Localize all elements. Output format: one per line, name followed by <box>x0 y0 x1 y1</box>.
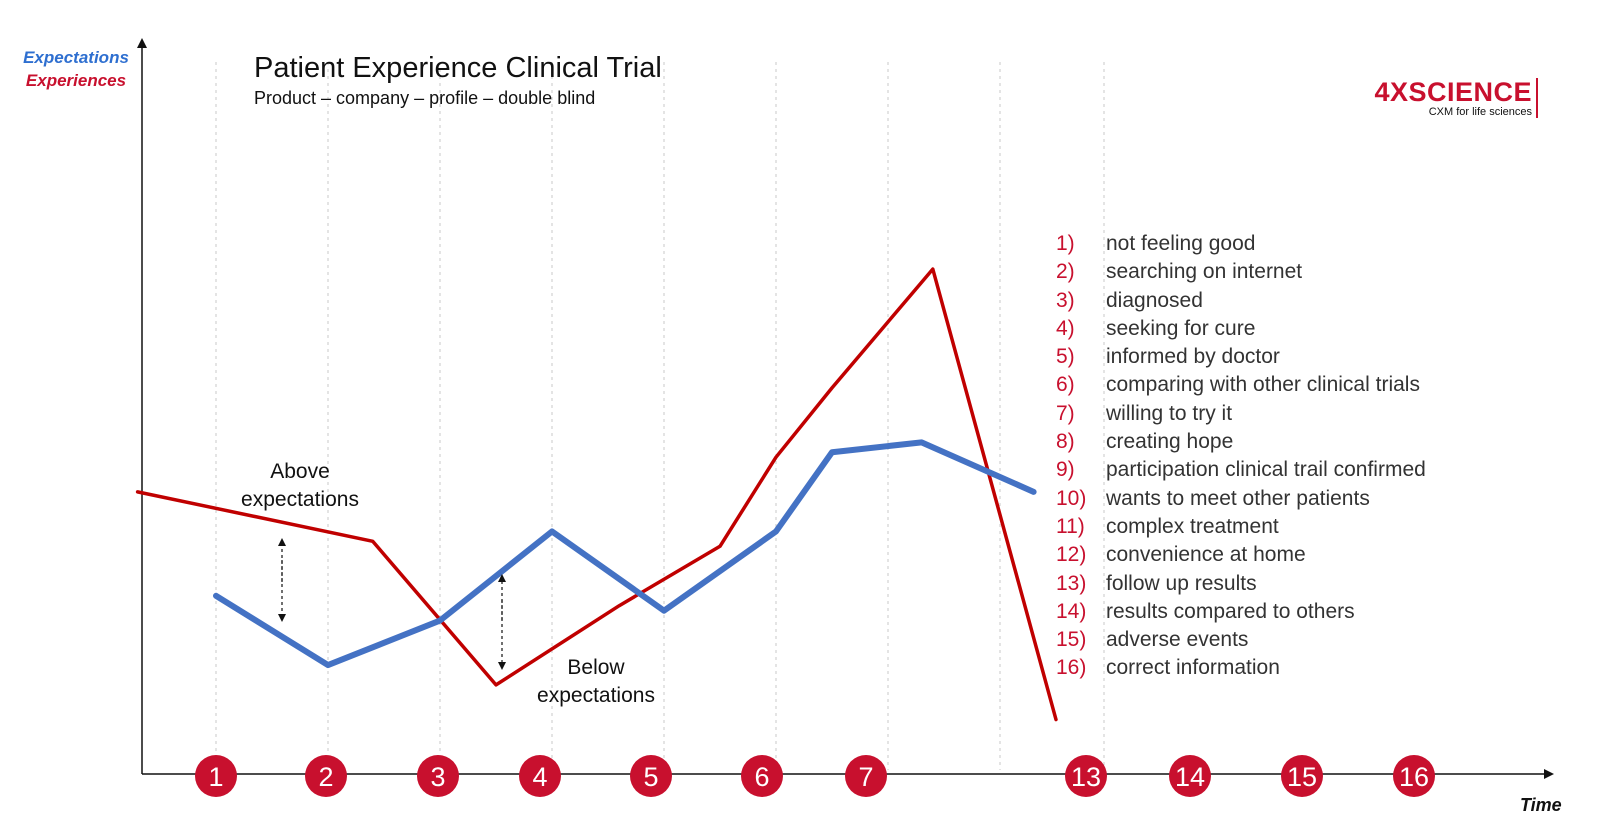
legend-item: 5) informed by doctor <box>1056 343 1426 371</box>
legend-item-text: correct information <box>1106 656 1280 680</box>
stage-marker-label: 14 <box>1175 762 1205 792</box>
legend-item-number: 2) <box>1056 260 1075 284</box>
legend-item-text: follow up results <box>1106 571 1257 595</box>
stage-marker: 7 <box>845 755 887 797</box>
stage-marker-circle <box>195 755 237 797</box>
y-axis-label-experiences: Experiences <box>25 71 127 90</box>
legend-item-text: adverse events <box>1106 628 1249 652</box>
stage-marker: 5 <box>630 755 672 797</box>
stage-marker-label: 1 <box>208 762 223 792</box>
logo: 4XSCIENCE CXM for life sciences <box>1346 78 1538 118</box>
legend-item-text: wants to meet other patients <box>1106 486 1370 510</box>
legend-item: 13) follow up results <box>1056 570 1426 598</box>
stage-marker: 1 <box>195 755 237 797</box>
stage-marker-circle <box>1393 755 1435 797</box>
series-lines <box>135 267 1058 722</box>
stage-marker: 2 <box>305 755 347 797</box>
legend-item-text: diagnosed <box>1106 288 1203 312</box>
stage-marker-circle <box>305 755 347 797</box>
x-stage-markers: 1 2 3 4 5 6 7 13 14 15 16 <box>195 755 1435 797</box>
y-axis-label-expectations: Expectations <box>23 48 129 67</box>
grid-lines <box>215 62 1105 770</box>
legend-item-text: informed by doctor <box>1106 345 1280 369</box>
stage-marker-label: 5 <box>643 762 658 792</box>
stage-marker: 4 <box>519 755 561 797</box>
stage-marker: 6 <box>741 755 783 797</box>
series-line-expectations <box>213 439 1037 669</box>
legend-item: 8) creating hope <box>1056 428 1426 456</box>
annotation-above-expectations: Above expectations <box>241 460 359 511</box>
legend-item-number: 12) <box>1056 543 1087 567</box>
stage-marker-label: 7 <box>858 762 873 792</box>
legend-item-text: complex treatment <box>1106 514 1279 538</box>
legend-item-text: results compared to others <box>1106 599 1355 623</box>
stage-marker-circle <box>845 755 887 797</box>
legend-item-text: creating hope <box>1106 430 1234 454</box>
logo-tagline: CXM for life sciences <box>1428 106 1532 118</box>
stage-marker-circle <box>1281 755 1323 797</box>
legend-item-number: 13) <box>1056 571 1087 595</box>
stage-marker-label: 4 <box>532 762 547 792</box>
stage-marker: 3 <box>417 755 459 797</box>
legend-item: 1) not feeling good <box>1056 230 1426 258</box>
legend-item-text: willing to try it <box>1106 401 1233 425</box>
legend-item-number: 15) <box>1056 628 1087 652</box>
legend-item: 12) convenience at home <box>1056 541 1426 569</box>
legend-item-text: participation clinical trail confirmed <box>1106 458 1426 482</box>
legend-item-number: 5) <box>1056 345 1075 369</box>
stage-marker-circle <box>1169 755 1211 797</box>
chart-title: Patient Experience Clinical Trial <box>254 52 662 84</box>
stage-marker-label: 3 <box>430 762 445 792</box>
legend-item-number: 16) <box>1056 656 1087 680</box>
legend-item-number: 1) <box>1056 232 1075 255</box>
stage-marker-label: 16 <box>1399 762 1429 792</box>
legend-item-text: not feeling good <box>1106 232 1256 255</box>
legend-item: 10) wants to meet other patients <box>1056 485 1426 513</box>
stage-marker-circle <box>417 755 459 797</box>
legend-item: 9) participation clinical trail confirmed <box>1056 456 1426 484</box>
stage-marker-label: 13 <box>1071 762 1101 792</box>
legend-item-text: comparing with other clinical trials <box>1106 373 1420 397</box>
legend-item: 3) diagnosed <box>1056 287 1426 315</box>
legend-item-number: 11) <box>1056 514 1085 538</box>
annotation-below-expectations: Below expectations <box>537 656 655 707</box>
stage-marker: 15 <box>1281 755 1323 797</box>
legend-item-number: 6) <box>1056 373 1075 397</box>
legend-item: 14) results compared to others <box>1056 598 1426 626</box>
legend-item-text: searching on internet <box>1106 260 1303 284</box>
stage-marker-circle <box>630 755 672 797</box>
legend-item: 16) correct information <box>1056 654 1426 682</box>
legend-item-number: 8) <box>1056 430 1075 454</box>
logo-name: 4XSCIENCE <box>1374 77 1532 107</box>
stage-marker-circle <box>741 755 783 797</box>
legend-item-number: 10) <box>1056 486 1087 510</box>
stage-legend: 1) not feeling good 2) searching on interne… <box>1056 230 1426 683</box>
legend-item-number: 3) <box>1056 288 1075 312</box>
stage-marker: 14 <box>1169 755 1211 797</box>
stage-marker: 13 <box>1065 755 1107 797</box>
legend-item: 15) adverse events <box>1056 626 1426 654</box>
stage-marker: 16 <box>1393 755 1435 797</box>
series-line-experiences <box>135 267 1058 722</box>
legend-item: 2) searching on internet <box>1056 258 1426 286</box>
stage-marker-label: 2 <box>318 762 333 792</box>
legend-item-number: 9) <box>1056 458 1075 482</box>
legend-item-number: 14) <box>1056 599 1087 623</box>
stage-marker-label: 15 <box>1287 762 1317 792</box>
legend-item: 7) willing to try it <box>1056 400 1426 428</box>
legend-item: 4) seeking for cure <box>1056 315 1426 343</box>
legend-item-text: convenience at home <box>1106 543 1306 567</box>
legend-item: 11) complex treatment <box>1056 513 1426 541</box>
stage-marker-circle <box>1065 755 1107 797</box>
legend-item-number: 7) <box>1056 401 1075 425</box>
chart-subtitle: Product – company – profile – double bli… <box>254 88 596 108</box>
stage-marker-circle <box>519 755 561 797</box>
stage-marker-label: 6 <box>754 762 769 792</box>
legend-item-text: seeking for cure <box>1106 316 1256 340</box>
legend-item: 6) comparing with other clinical trials <box>1056 371 1426 399</box>
legend-item-number: 4) <box>1056 316 1075 340</box>
x-axis-label: Time <box>1520 795 1562 815</box>
